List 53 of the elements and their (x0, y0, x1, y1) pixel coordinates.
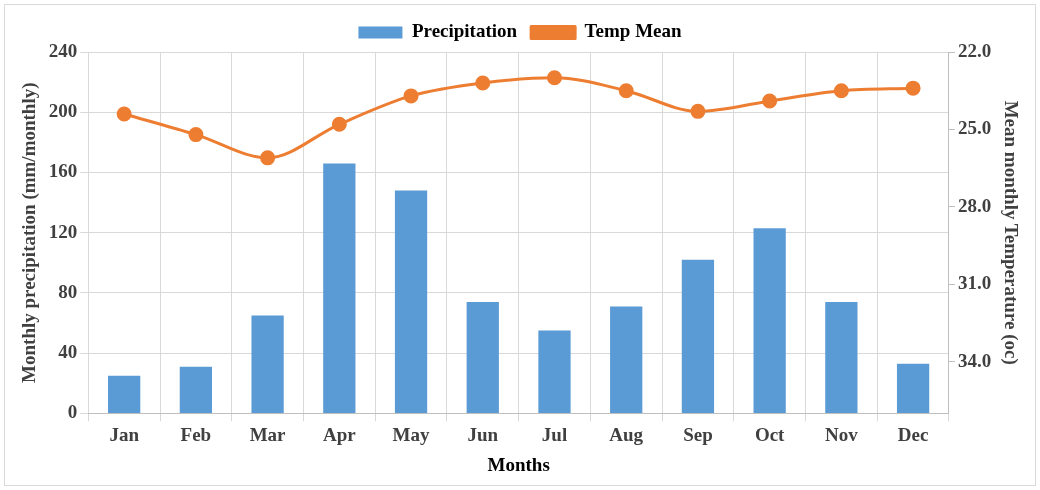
bar (323, 163, 356, 413)
x-tick-label: Nov (825, 423, 859, 445)
bar (538, 330, 571, 413)
x-tick-label: Oct (754, 423, 786, 445)
y-axis-title: Monthly precipitation (mm/monthly) (18, 82, 41, 383)
x-tick-label: Sep (683, 423, 713, 445)
point (833, 83, 849, 99)
x-tick-label: Dec (897, 423, 929, 445)
y-tick-label: 0 (67, 401, 78, 423)
y-tick-label: 40 (58, 341, 78, 363)
point (762, 93, 778, 109)
point (116, 106, 132, 122)
point (905, 80, 921, 96)
x-tick-label: Feb (180, 423, 212, 445)
y-tick-label: 120 (48, 220, 78, 242)
y2-tick-label: 34.0 (957, 349, 992, 371)
bar (108, 375, 141, 413)
y2-tick-label: 31.0 (957, 272, 992, 294)
y2-tick-label: 22.0 (957, 39, 992, 61)
bar (896, 363, 930, 413)
x-tick-label: Jul (541, 423, 568, 445)
legend-label: Temp Mean (584, 20, 682, 42)
bar (681, 259, 715, 413)
point (690, 103, 706, 119)
bar (753, 228, 786, 413)
x-tick-label: Mar (249, 423, 287, 445)
point (546, 70, 562, 86)
point (260, 150, 276, 166)
bar (394, 190, 428, 413)
x-tick-label: May (392, 423, 431, 445)
bar (466, 301, 499, 413)
point (331, 116, 347, 132)
y-tick-label: 200 (48, 100, 78, 122)
bar (179, 366, 213, 413)
bar (251, 315, 284, 413)
x-tick-label: Jan (109, 423, 140, 445)
legend-label: Precipitation (411, 20, 518, 42)
x-tick-label: Apr (322, 423, 357, 445)
x-tick-label: Jun (467, 423, 499, 445)
y2-axis-title: Mean monthly Temperature (oc) (999, 100, 1022, 365)
bar (610, 306, 643, 413)
x-tick-label: Aug (609, 423, 644, 445)
bar (825, 301, 858, 413)
y-tick-label: 240 (48, 39, 78, 61)
point (475, 75, 491, 91)
point (403, 88, 419, 104)
x-axis-title: Months (487, 453, 550, 475)
point (188, 127, 204, 143)
point (618, 83, 634, 99)
y2-tick-label: 25.0 (957, 117, 992, 139)
y-tick-label: 80 (58, 280, 78, 302)
y2-tick-label: 28.0 (957, 194, 992, 216)
y-tick-label: 160 (48, 160, 78, 182)
